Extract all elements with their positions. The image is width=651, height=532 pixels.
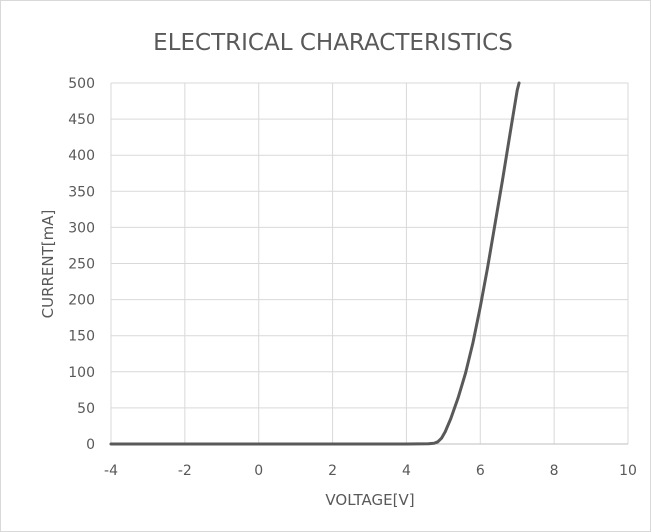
data-point bbox=[432, 442, 436, 445]
x-tick-label: -4 bbox=[104, 463, 118, 479]
y-tick-label: 150 bbox=[68, 329, 95, 345]
y-tick-label: 200 bbox=[68, 293, 95, 309]
y-tick-label: 250 bbox=[68, 257, 95, 273]
data-point bbox=[427, 442, 430, 445]
y-tick-labels: 0 50 100 150 200 250 300 350 400 450 500 bbox=[68, 76, 95, 453]
y-tick-label: 100 bbox=[68, 365, 95, 381]
data-point bbox=[464, 372, 467, 375]
x-axis-label: VOLTAGE[V] bbox=[325, 491, 414, 509]
data-point bbox=[436, 440, 440, 444]
data-point bbox=[405, 442, 408, 446]
x-tick-label: 0 bbox=[254, 463, 263, 479]
y-tick-label: 0 bbox=[86, 437, 95, 453]
y-tick-label: 450 bbox=[68, 112, 95, 128]
y-tick-label: 50 bbox=[77, 401, 95, 417]
data-point bbox=[109, 442, 113, 446]
data-point bbox=[471, 341, 475, 345]
x-tick-label: 4 bbox=[402, 463, 411, 479]
series-group bbox=[109, 81, 521, 446]
data-point bbox=[516, 89, 519, 92]
data-point bbox=[493, 222, 497, 225]
x-tick-label: 10 bbox=[619, 463, 637, 479]
x-tick-label: -2 bbox=[178, 463, 192, 479]
data-point bbox=[440, 437, 443, 440]
horizontal-gridlines bbox=[111, 82, 628, 409]
x-tick-label: 6 bbox=[476, 463, 485, 479]
y-tick-label: 400 bbox=[68, 148, 95, 164]
data-point bbox=[479, 305, 482, 309]
data-point bbox=[456, 396, 460, 399]
y-axis-label: CURRENT[mA] bbox=[39, 210, 57, 319]
x-tick-label: 8 bbox=[550, 463, 559, 479]
data-point bbox=[501, 179, 504, 182]
chart-title: ELECTRICAL CHARACTERISTICS bbox=[153, 30, 513, 56]
data-point bbox=[257, 442, 260, 446]
y-tick-label: 300 bbox=[68, 220, 95, 236]
data-point bbox=[449, 417, 452, 420]
data-point bbox=[517, 81, 521, 85]
data-point bbox=[444, 430, 447, 433]
data-point bbox=[486, 265, 489, 269]
y-tick-label: 500 bbox=[68, 76, 95, 92]
x-tick-label: 2 bbox=[328, 463, 337, 479]
data-point bbox=[508, 133, 512, 137]
y-tick-label: 350 bbox=[68, 184, 95, 200]
x-tick-labels: -4 -2 0 2 4 6 8 10 bbox=[104, 463, 637, 479]
